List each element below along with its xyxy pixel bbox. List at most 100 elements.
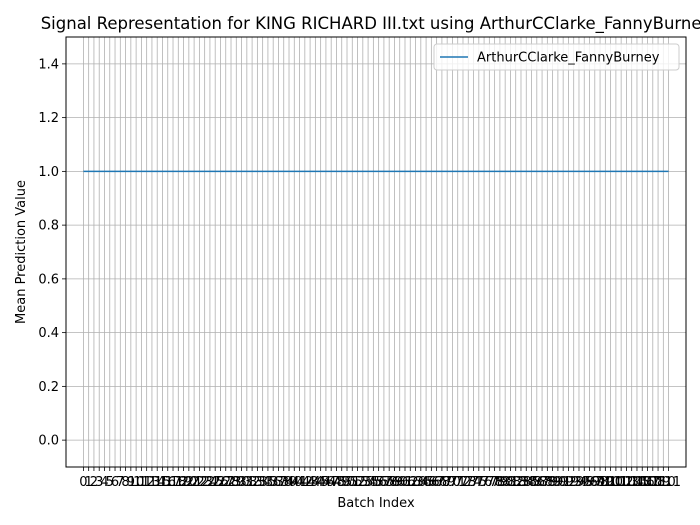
- x-tick-label: 57: [376, 475, 393, 490]
- x-tick-label: 54: [360, 475, 377, 490]
- legend-label: ArthurCClarke_FannyBurney: [477, 51, 660, 66]
- legend-box: [433, 43, 680, 71]
- x-tick-label: 95: [576, 475, 593, 490]
- x-tick-label: 89: [544, 475, 561, 490]
- x-tick-label: 103: [614, 475, 639, 490]
- x-tick-label: 70: [444, 475, 461, 490]
- x-tick-label: 58: [381, 475, 398, 490]
- x-tick-label: 26: [212, 475, 229, 490]
- x-tick-label: 48: [328, 475, 345, 490]
- x-tick-label: 67: [428, 475, 445, 490]
- x-tick-label: 78: [486, 475, 503, 490]
- x-tick-label: 81: [502, 475, 519, 490]
- x-tick-label: 80: [497, 475, 514, 490]
- x-tick-label: 91: [555, 475, 572, 490]
- x-tick-label: 59: [386, 475, 403, 490]
- x-tick-label: 77: [481, 475, 498, 490]
- x-tick-label: 30: [233, 475, 250, 490]
- x-tick-label: 96: [581, 475, 598, 490]
- y-tick-label: 0.8: [38, 219, 59, 234]
- x-tick-label: 45: [312, 475, 329, 490]
- x-tick-label: 24: [202, 475, 219, 490]
- x-tick-label: 21: [186, 475, 203, 490]
- x-tick-label: 56: [370, 475, 387, 490]
- y-tick-label: 1.2: [38, 111, 59, 126]
- x-tick-label: 109: [646, 475, 671, 490]
- x-tick-label: 100: [598, 475, 623, 490]
- x-tick-label: 98: [592, 475, 609, 490]
- y-tick-label: 0.6: [38, 272, 59, 287]
- x-tick-label: 6: [111, 475, 119, 490]
- x-axis-label: Batch Index: [337, 496, 415, 511]
- x-tick-label: 39: [281, 475, 298, 490]
- x-tick-label: 40: [286, 475, 303, 490]
- y-axis-label: Mean Prediction Value: [14, 180, 29, 324]
- x-tick-label: 71: [449, 475, 466, 490]
- x-tick-label: 65: [418, 475, 435, 490]
- x-tick-label: 86: [529, 475, 546, 490]
- x-axis-ticks: 0123456789101112131415161718192021222324…: [79, 467, 681, 490]
- x-tick-label: 79: [492, 475, 509, 490]
- x-tick-label: 41: [291, 475, 308, 490]
- x-tick-label: 60: [391, 475, 408, 490]
- y-tick-label: 0.0: [38, 434, 59, 449]
- y-tick-label: 0.2: [38, 380, 59, 395]
- x-tick-label: 72: [455, 475, 472, 490]
- x-tick-label: 37: [270, 475, 287, 490]
- x-tick-label: 74: [465, 475, 482, 490]
- x-tick-label: 10: [128, 475, 145, 490]
- x-tick-label: 16: [159, 475, 176, 490]
- x-tick-label: 14: [149, 475, 166, 490]
- x-tick-label: 111: [656, 475, 681, 490]
- x-tick-label: 13: [144, 475, 161, 490]
- y-axis-ticks: 0.0 0.2 0.4 0.6 0.8 1.0 1.2 1.4: [38, 57, 66, 449]
- x-tick-label: 50: [339, 475, 356, 490]
- x-tick-label: 55: [365, 475, 382, 490]
- x-tick-label: 104: [619, 475, 644, 490]
- x-tick-label: 28: [223, 475, 240, 490]
- x-tick-label: 7: [116, 475, 124, 490]
- x-tick-label: 1: [85, 475, 93, 490]
- x-tick-label: 82: [507, 475, 524, 490]
- x-tick-label: 73: [460, 475, 477, 490]
- x-tick-label: 51: [344, 475, 361, 490]
- x-tick-label: 8: [121, 475, 129, 490]
- x-tick-label: 42: [297, 475, 314, 490]
- x-tick-label: 87: [534, 475, 551, 490]
- x-tick-label: 52: [349, 475, 366, 490]
- x-tick-label: 76: [476, 475, 493, 490]
- x-tick-label: 62: [402, 475, 419, 490]
- x-tick-label: 66: [423, 475, 440, 490]
- x-tick-label: 97: [587, 475, 604, 490]
- x-tick-label: 5: [106, 475, 114, 490]
- chart-title: Signal Representation for KING RICHARD I…: [41, 14, 700, 34]
- x-tick-label: 43: [302, 475, 319, 490]
- x-tick-label: 64: [413, 475, 430, 490]
- x-tick-label: 46: [318, 475, 335, 490]
- x-tick-label: 18: [170, 475, 187, 490]
- x-tick-label: 31: [239, 475, 256, 490]
- x-tick-label: 32: [244, 475, 261, 490]
- y-tick-label: 1.0: [38, 165, 59, 180]
- x-tick-label: 93: [565, 475, 582, 490]
- x-gridlines: [82, 37, 670, 467]
- x-tick-label: 47: [323, 475, 340, 490]
- x-tick-label: 29: [228, 475, 245, 490]
- x-tick-label: 69: [439, 475, 456, 490]
- x-tick-label: 94: [571, 475, 588, 490]
- x-tick-label: 53: [355, 475, 372, 490]
- x-tick-label: 99: [597, 475, 614, 490]
- x-tick-label: 17: [165, 475, 182, 490]
- x-tick-label: 25: [207, 475, 224, 490]
- x-tick-label: 27: [217, 475, 234, 490]
- x-tick-label: 2: [90, 475, 98, 490]
- x-tick-label: 38: [275, 475, 292, 490]
- x-tick-label: 110: [651, 475, 676, 490]
- x-tick-label: 90: [550, 475, 567, 490]
- x-tick-label: 108: [640, 475, 665, 490]
- x-tick-label: 49: [333, 475, 350, 490]
- y-tick-label: 0.4: [38, 326, 59, 341]
- x-tick-label: 23: [196, 475, 213, 490]
- x-tick-label: 3: [95, 475, 103, 490]
